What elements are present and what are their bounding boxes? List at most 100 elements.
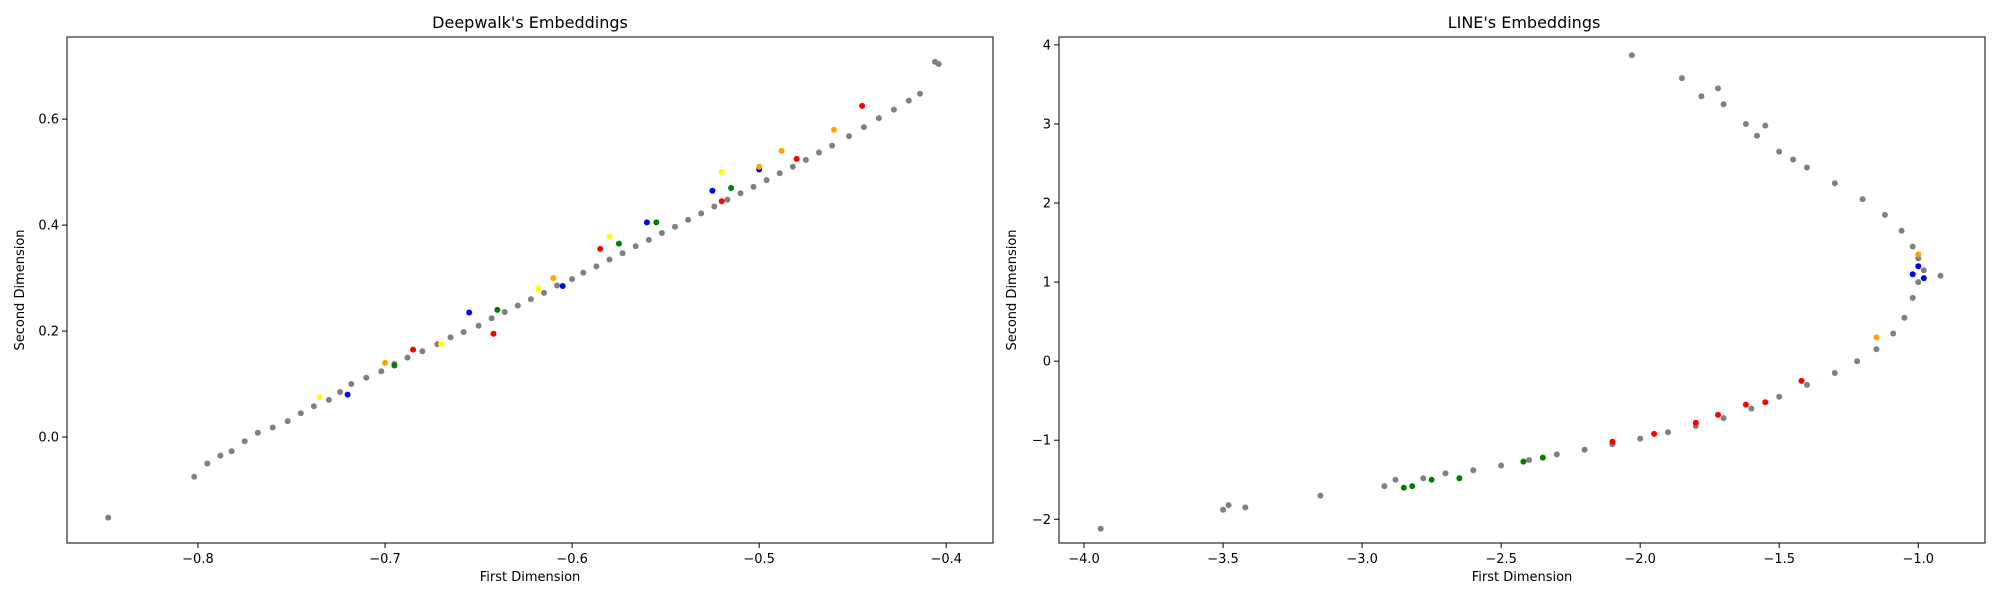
- data-point: [514, 302, 521, 309]
- data-point: [1651, 430, 1658, 437]
- data-point: [606, 256, 613, 263]
- data-point: [831, 126, 837, 133]
- data-point: [1678, 75, 1685, 82]
- plot-frame: [66, 36, 994, 544]
- y-tick-label: 4: [1043, 38, 1051, 53]
- marker-group: [105, 58, 942, 521]
- data-point: [1831, 180, 1838, 187]
- data-point: [1520, 458, 1527, 465]
- x-tick-label: −4.0: [1068, 552, 1100, 567]
- data-point: [1720, 415, 1727, 422]
- data-point: [1776, 148, 1783, 155]
- data-point: [1901, 314, 1908, 321]
- data-point: [466, 309, 473, 316]
- data-point: [615, 240, 622, 247]
- data-point: [559, 283, 566, 289]
- data-point: [1720, 101, 1727, 108]
- data-point: [619, 250, 626, 257]
- data-point: [718, 169, 725, 176]
- data-point: [859, 102, 866, 109]
- data-point: [658, 230, 665, 236]
- data-point: [325, 396, 332, 403]
- data-point: [316, 394, 323, 401]
- data-point: [875, 115, 882, 122]
- data-point: [554, 282, 561, 289]
- y-tick-label: 3: [1043, 117, 1051, 132]
- data-point: [1498, 462, 1505, 469]
- y-tick-label: 0.2: [38, 325, 59, 340]
- data-point: [829, 142, 836, 149]
- data-point: [204, 460, 211, 467]
- data-point: [1097, 525, 1104, 532]
- x-axis-ticks: −0.8 −0.7 −0.6 −0.5 −0.4: [182, 543, 962, 567]
- marker-group: [1097, 52, 1944, 532]
- data-point: [550, 275, 557, 282]
- data-point: [653, 219, 660, 226]
- y-axis-ticks: 0.0 0.2 0.4 0.6: [38, 113, 67, 446]
- data-point: [1526, 457, 1532, 463]
- data-point: [1920, 267, 1927, 274]
- data-point: [490, 330, 497, 337]
- data-point: [105, 514, 112, 521]
- data-point: [1609, 438, 1616, 445]
- data-point: [860, 124, 867, 131]
- data-point: [438, 341, 445, 348]
- data-point: [778, 147, 785, 154]
- data-point: [718, 198, 725, 205]
- data-point: [501, 309, 508, 315]
- data-point: [191, 473, 198, 480]
- data-point: [541, 289, 547, 296]
- data-point: [419, 348, 426, 355]
- data-point: [404, 354, 411, 361]
- data-point: [217, 452, 224, 459]
- plot-frame: [1058, 36, 1986, 544]
- x-tick-label: −2.5: [1485, 552, 1517, 567]
- data-point: [382, 359, 388, 366]
- data-point: [1456, 475, 1463, 482]
- data-point: [802, 156, 809, 163]
- data-point: [593, 263, 600, 270]
- data-point: [1715, 411, 1721, 418]
- data-point: [344, 391, 351, 398]
- data-point: [793, 155, 800, 162]
- data-point: [1754, 132, 1760, 139]
- y-tick-label: 0: [1043, 355, 1051, 370]
- data-point: [1420, 475, 1427, 482]
- data-point: [1470, 467, 1477, 474]
- data-point: [1698, 93, 1705, 100]
- data-point: [1915, 251, 1922, 258]
- x-tick-label: −3.5: [1207, 552, 1239, 567]
- data-point: [737, 190, 744, 197]
- data-point: [337, 389, 344, 395]
- data-point: [816, 149, 822, 156]
- data-point: [1220, 506, 1227, 513]
- data-point: [297, 410, 304, 417]
- x-tick-label: −1.0: [1902, 552, 1934, 567]
- data-point: [1637, 435, 1644, 442]
- data-point: [1909, 271, 1916, 278]
- data-point: [310, 403, 317, 410]
- data-point: [698, 210, 705, 217]
- y-tick-label: −2: [1032, 513, 1051, 528]
- data-point: [1920, 275, 1927, 282]
- data-point: [348, 381, 355, 387]
- data-point: [750, 183, 757, 190]
- data-point: [1628, 52, 1635, 59]
- x-tick-label: −1.5: [1763, 552, 1795, 567]
- data-point: [1400, 484, 1407, 491]
- data-point: [1392, 476, 1399, 483]
- line-chart: LINE's Embeddings −4.0 −3.5 −3.0 −2.5 −2.0 −1…: [1005, 13, 1986, 585]
- chart-title: Deepwalk's Embeddings: [432, 13, 628, 32]
- data-point: [763, 177, 770, 184]
- data-point: [905, 97, 912, 104]
- data-point: [527, 296, 534, 303]
- data-point: [606, 233, 613, 240]
- data-point: [1915, 263, 1922, 270]
- data-point: [1225, 502, 1232, 509]
- data-point: [1831, 370, 1838, 376]
- deepwalk-chart: Deepwalk's Embeddings −0.8 −0.7 −0.6 −0.5 −0…: [13, 13, 994, 585]
- data-point: [789, 163, 796, 170]
- data-point: [1742, 121, 1749, 127]
- data-point: [1804, 164, 1810, 171]
- x-tick-label: −0.4: [930, 552, 962, 567]
